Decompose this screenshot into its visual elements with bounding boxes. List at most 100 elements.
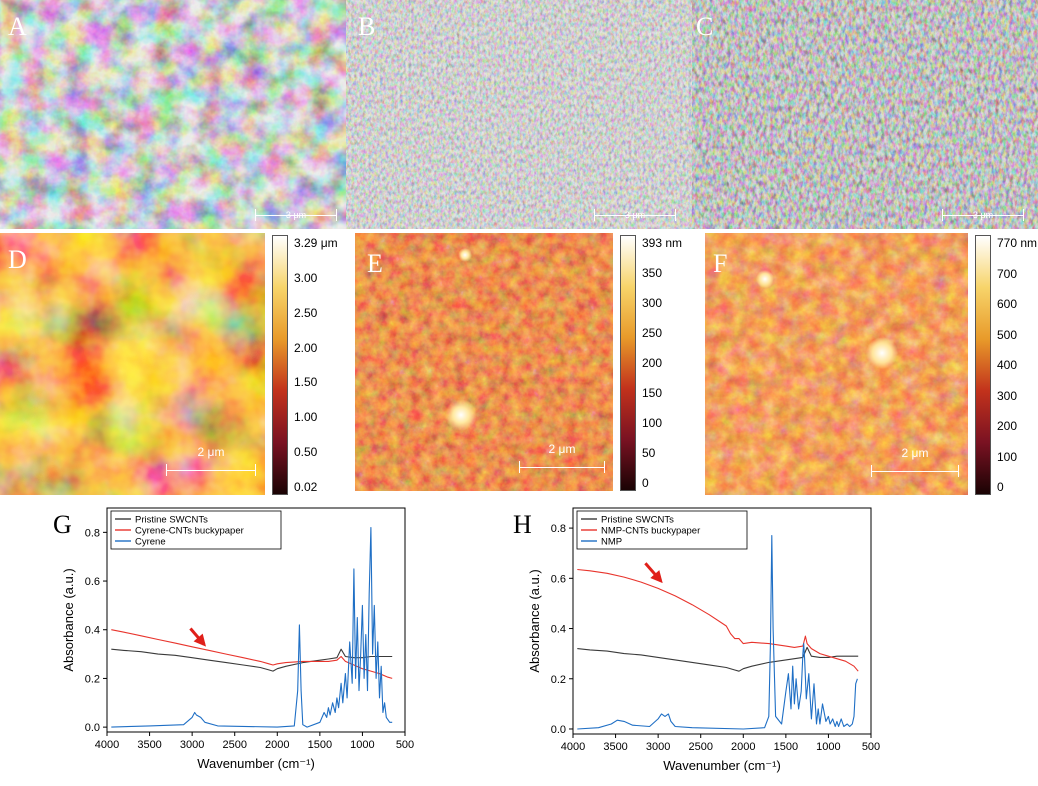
- sem-image-c: [692, 0, 1038, 229]
- sem-panel-a: A 3 μm: [0, 0, 346, 229]
- sem-panel-c: C 3 μm: [692, 0, 1038, 229]
- legend-entry: Cyrene-CNTs buckypaper: [135, 526, 244, 537]
- colorbar-f: [975, 235, 991, 495]
- legend-entry: NMP-CNTs buckypaper: [601, 526, 700, 537]
- plot-frame: [106, 507, 406, 733]
- scale-bar-a-text: 3 μm: [285, 210, 307, 220]
- colorbar-d-tick: 1.00: [294, 410, 318, 425]
- colorbar-e-tick: 100: [642, 416, 663, 430]
- colorbar-d-tick: 1.50: [294, 375, 318, 390]
- scale-bar-f-text: 2 μm: [901, 446, 929, 460]
- plot-frame: [572, 507, 872, 735]
- colorbar-e: [620, 235, 636, 491]
- colorbar-f-tick: 500: [997, 327, 1018, 342]
- afm-panel-d: D 2 μm: [0, 233, 265, 495]
- panel-label-d: D: [8, 245, 27, 274]
- scale-bar-c: 3 μm: [942, 209, 1024, 221]
- x-tick-label: 1000: [816, 741, 840, 753]
- scale-bar-e-text: 2 μm: [548, 442, 576, 456]
- colorbar-e-tick: 250: [642, 326, 663, 340]
- ftir-chart-h: 4000 3500 3000 2500 2000 1500 1000 500 0.0 0.2 0.4…: [527, 507, 880, 773]
- colorbar-d-tick: 3.00: [294, 270, 318, 285]
- x-tick-label: 3500: [137, 739, 161, 751]
- colorbar-e-tick: 0: [642, 476, 649, 490]
- colorbar-f-tick: 770 nm: [997, 236, 1038, 250]
- scale-bar-f: 2 μm: [871, 447, 959, 477]
- y-tick-label: 0.8: [551, 523, 566, 535]
- series-line-buckypaper: [111, 629, 393, 679]
- y-tick-label: 0.8: [85, 527, 100, 539]
- panel-label-e: E: [367, 249, 383, 278]
- panel-label-b: B: [358, 12, 376, 41]
- x-axis-label: Wavenumber (cm⁻¹): [197, 756, 315, 771]
- annotation-arrow-head: [193, 633, 206, 647]
- y-tick-label: 0.4: [85, 625, 100, 637]
- colorbar-f-tick: 700: [997, 266, 1018, 281]
- colorbar-f-tick: 400: [997, 358, 1018, 372]
- colorbar-f-tick: 100: [997, 449, 1018, 464]
- series-line-pristine: [577, 646, 859, 672]
- y-axis-label: Absorbance (a.u.): [527, 569, 542, 672]
- y-tick-label: 0.2: [551, 674, 566, 686]
- series-line-solvent: [111, 526, 393, 728]
- colorbar-f-tick: 600: [997, 297, 1018, 311]
- afm-panel-f: F 2 μm: [705, 233, 968, 495]
- colorbar-d: [272, 235, 288, 495]
- x-tick-label: 1500: [308, 739, 332, 751]
- colorbar-e-tick: 350: [642, 266, 663, 280]
- y-tick-label: 0.2: [85, 673, 100, 685]
- legend-entry: Pristine SWCNTs: [135, 515, 208, 526]
- x-tick-label: 500: [396, 739, 414, 751]
- colorbar-f-tick: 0: [997, 480, 1004, 494]
- x-tick-label: 2000: [265, 739, 289, 751]
- x-tick-label: 2500: [688, 741, 712, 753]
- colorbar-d-tick: 2.00: [294, 340, 318, 355]
- colorbar-f-tick: 300: [997, 388, 1018, 403]
- afm-image-f: [705, 233, 968, 495]
- y-tick-label: 0.0: [551, 724, 566, 736]
- x-tick-label: 1000: [350, 739, 374, 751]
- sem-panel-b: B 3 μm: [346, 0, 692, 229]
- scale-bar-b: 3 μm: [594, 209, 676, 221]
- scale-bar-a: 3 μm: [255, 209, 337, 221]
- scale-bar-b-text: 3 μm: [624, 210, 646, 220]
- afm-image-e: [355, 233, 613, 491]
- y-tick-label: 0.6: [85, 576, 100, 588]
- colorbar-e-tick: 200: [642, 356, 663, 370]
- scale-bar-c-text: 3 μm: [972, 210, 994, 220]
- panel-label-a: A: [8, 12, 27, 41]
- scale-bar-d: 2 μm: [166, 446, 256, 476]
- y-tick-label: 0.0: [85, 722, 100, 734]
- annotation-arrow-head: [650, 570, 663, 584]
- x-tick-label: 4000: [561, 741, 585, 753]
- x-tick-label: 500: [862, 741, 880, 753]
- legend-box: [110, 510, 282, 550]
- colorbar-d-tick: 3.29 μm: [294, 236, 338, 250]
- x-tick-label: 3000: [180, 739, 204, 751]
- legend-entry: Pristine SWCNTs: [601, 515, 674, 526]
- y-tick-label: 0.6: [551, 573, 566, 585]
- colorbar-d-tick: 0.02: [294, 480, 318, 494]
- x-axis-label: Wavenumber (cm⁻¹): [663, 758, 781, 773]
- legend-box: [576, 510, 748, 550]
- ftir-chart-g: 4000 3500 3000 2500 2000 1500 1000 500 0.0 0.2 0.4…: [61, 507, 414, 771]
- x-tick-label: 1500: [774, 741, 798, 753]
- x-tick-label: 4000: [95, 739, 119, 751]
- colorbar-d-tick: 0.50: [294, 445, 318, 460]
- scale-bar-d-text: 2 μm: [197, 445, 225, 459]
- x-tick-label: 3500: [603, 741, 627, 753]
- y-axis-label: Absorbance (a.u.): [61, 568, 76, 671]
- series-line-solvent: [577, 535, 858, 730]
- panel-label-g: G: [53, 510, 72, 539]
- y-tick-label: 0.4: [551, 624, 566, 636]
- panel-label-h: H: [513, 510, 532, 539]
- scale-bar-e: 2 μm: [519, 443, 605, 473]
- x-tick-label: 2000: [731, 741, 755, 753]
- colorbar-e-tick: 393 nm: [642, 236, 683, 250]
- sem-image-b: [346, 0, 692, 229]
- panel-label-c: C: [696, 12, 714, 41]
- colorbar-f-tick: 200: [997, 419, 1018, 433]
- colorbar-e-tick: 150: [642, 386, 663, 400]
